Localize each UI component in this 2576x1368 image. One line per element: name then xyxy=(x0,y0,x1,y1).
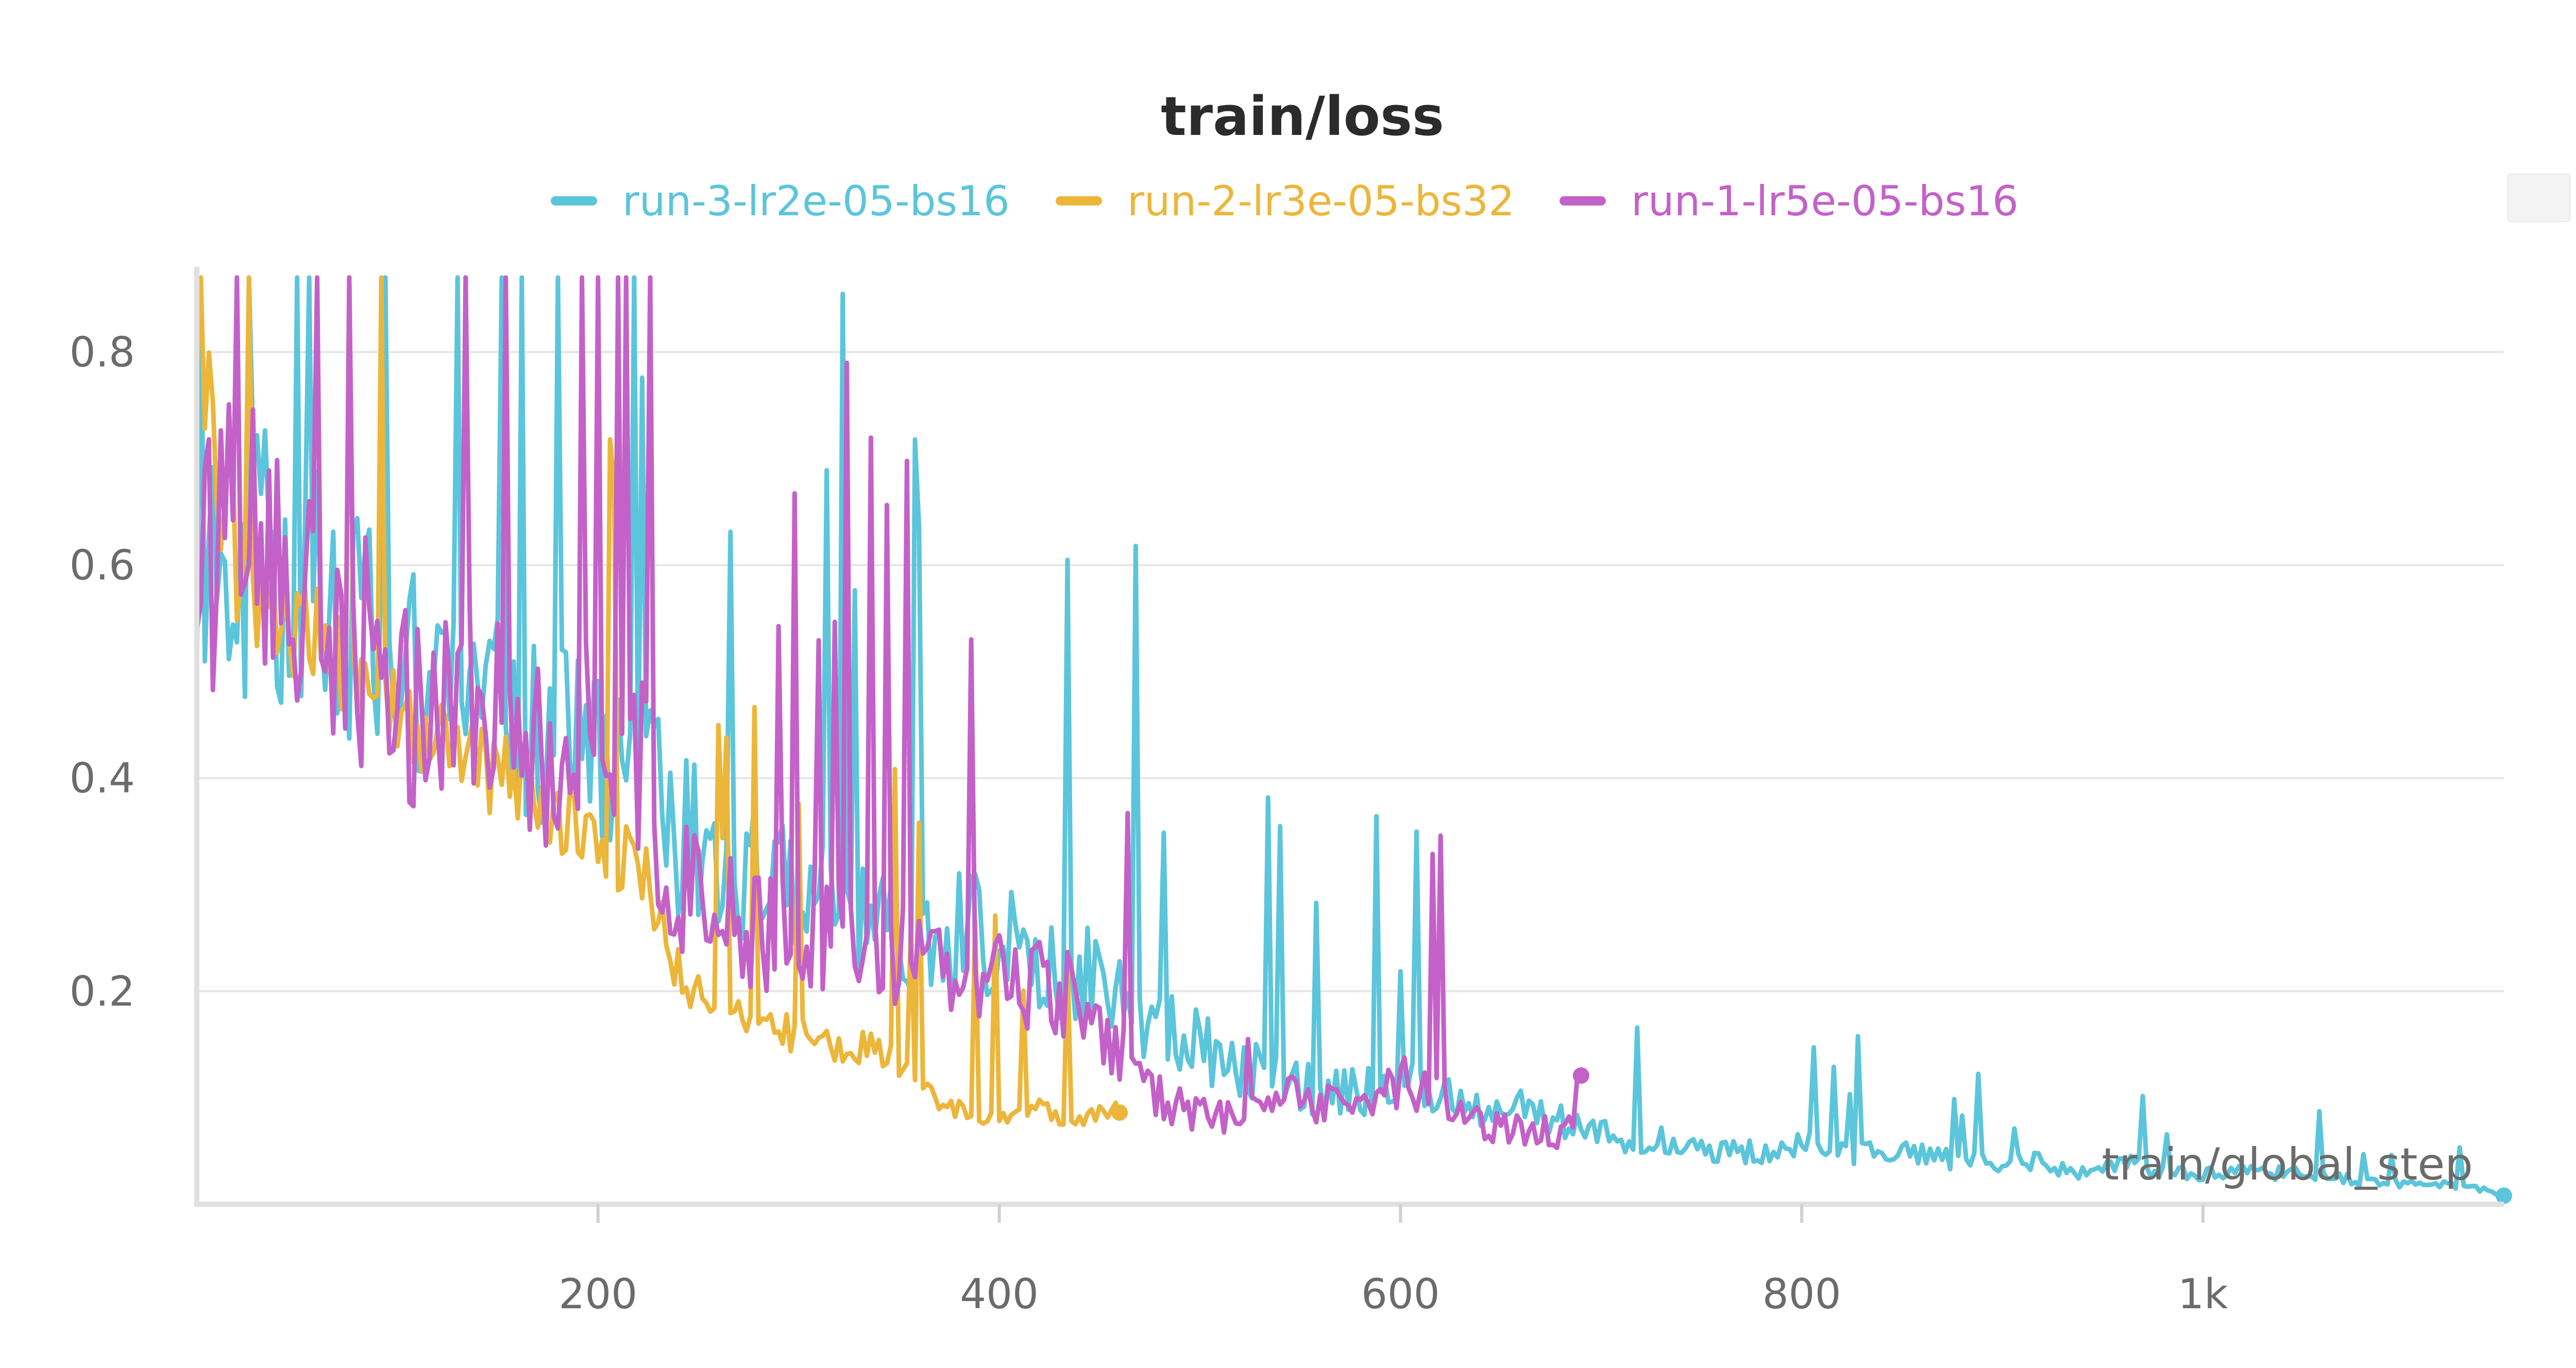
x-tick-label: 800 xyxy=(1762,1270,1841,1318)
y-tick-label: 0.6 xyxy=(70,541,135,589)
series-endpoint-marker xyxy=(1572,1067,1589,1084)
legend-label[interactable]: run-2-lr3e-05-bs32 xyxy=(1127,177,1515,225)
series-line xyxy=(194,275,1584,1151)
series-lines xyxy=(194,275,2512,1204)
legend-label[interactable]: run-3-lr2e-05-bs16 xyxy=(622,177,1010,225)
series-endpoint-marker xyxy=(1111,1104,1128,1121)
x-tick-label: 200 xyxy=(558,1270,637,1318)
y-tick-label: 0.2 xyxy=(70,967,135,1015)
x-tick-label: 1k xyxy=(2178,1270,2228,1318)
series-line xyxy=(194,275,2506,1198)
gridlines xyxy=(197,351,2504,993)
x-tick-label: 400 xyxy=(960,1270,1039,1318)
legend: run-3-lr2e-05-bs16 run-2-lr3e-05-bs32 run-… xyxy=(551,177,2019,225)
legend-label[interactable]: run-1-lr5e-05-bs16 xyxy=(1631,177,2019,225)
menu-button[interactable] xyxy=(2507,173,2571,223)
x-axis-label: train/global_step xyxy=(2102,1139,2473,1190)
series-endpoint-marker xyxy=(2496,1187,2512,1204)
axes xyxy=(194,267,2504,1207)
y-tick-label: 0.8 xyxy=(70,328,135,376)
tick-labels: 0.2 0.4 0.6 0.8 200 400 600 800 1k xyxy=(70,328,2228,1318)
y-tick-label: 0.4 xyxy=(70,755,135,802)
chart-title: train/loss xyxy=(1161,85,1444,148)
x-tick-label: 600 xyxy=(1361,1270,1440,1318)
